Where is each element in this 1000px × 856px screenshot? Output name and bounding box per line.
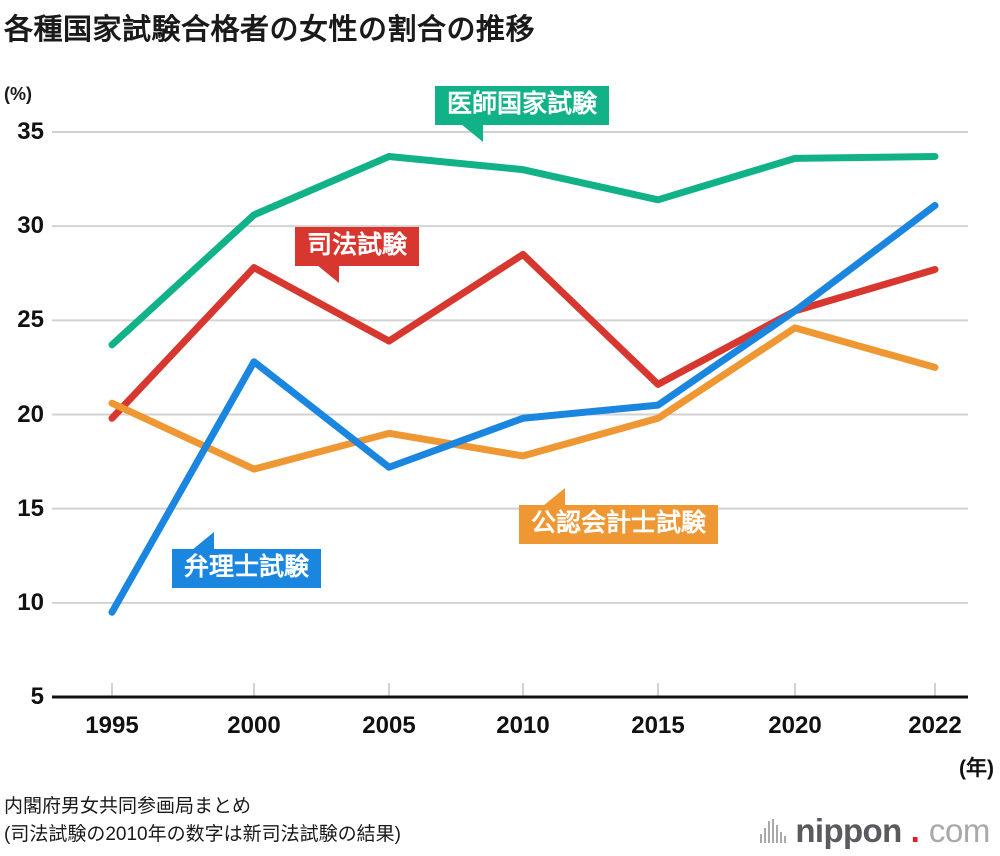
x-axis-tick-label: 1995 [85,712,139,739]
x-axis-tick-label: 2005 [362,712,416,739]
y-axis-tick-label: 5 [30,683,44,710]
series-line [108,201,939,616]
y-axis-tick-label: 30 [17,212,44,240]
series-callout-bar-exam: 司法試験 [295,227,420,283]
series-line [108,152,939,349]
nippon-com-logo: nippon . com [760,812,990,850]
source-note: 内閣府男女共同参画局まとめ (司法試験の2010年の数字は新司法試験の結果) [4,793,401,848]
series-callout-patent-attorney-label: 弁理士試験 [184,553,310,581]
source-note-line-2: (司法試験の2010年の数字は新司法試験の結果) [4,823,401,845]
x-axis-ticks [111,683,936,697]
x-axis-unit-label: (年) [959,757,994,780]
series-callout-patent-attorney: 弁理士試験 [172,532,322,588]
callout-tail-icon [543,488,565,506]
y-axis-tick-label: 25 [17,306,44,334]
callout-tail-icon [317,265,339,283]
source-note-line-1: 内閣府男女共同参画局まとめ [4,796,252,817]
gridlines [52,131,968,604]
series-callout-doctor-label: 医師国家試験 [447,90,598,118]
series-callout-cpa: 公認会計士試験 [519,488,719,544]
callout-tail-icon [192,532,214,550]
x-axis-tick-label: 2000 [227,712,281,739]
series-callout-doctor: 医師国家試験 [435,86,610,142]
y-axis-tick-label: 10 [17,588,44,616]
x-axis-tick-label: 2020 [768,712,822,739]
sound-bars-icon [760,819,787,843]
series-line [108,324,939,473]
logo-wordmark: nippon [795,812,902,849]
x-axis-tick-label: 2015 [631,712,685,739]
y-axis-tick-label: 35 [17,118,44,145]
y-axis-tick-label: 20 [17,400,44,428]
series-callout-bar-exam-label: 司法試験 [307,231,408,259]
series-lines [108,152,939,616]
series-callout-cpa-label: 公認会計士試験 [531,509,707,537]
y-axis-unit-label: (%) [4,84,32,104]
logo-tld: com [928,812,991,849]
callout-tail-icon [461,124,483,142]
page-title: 各種国家試験合格者の女性の割合の推移 [4,14,536,46]
logo-dot: . [910,812,920,849]
y-axis-tick-label: 15 [17,494,44,522]
x-axis-tick-label: 2010 [496,712,550,739]
x-axis-tick-label: 2022 [908,712,962,739]
